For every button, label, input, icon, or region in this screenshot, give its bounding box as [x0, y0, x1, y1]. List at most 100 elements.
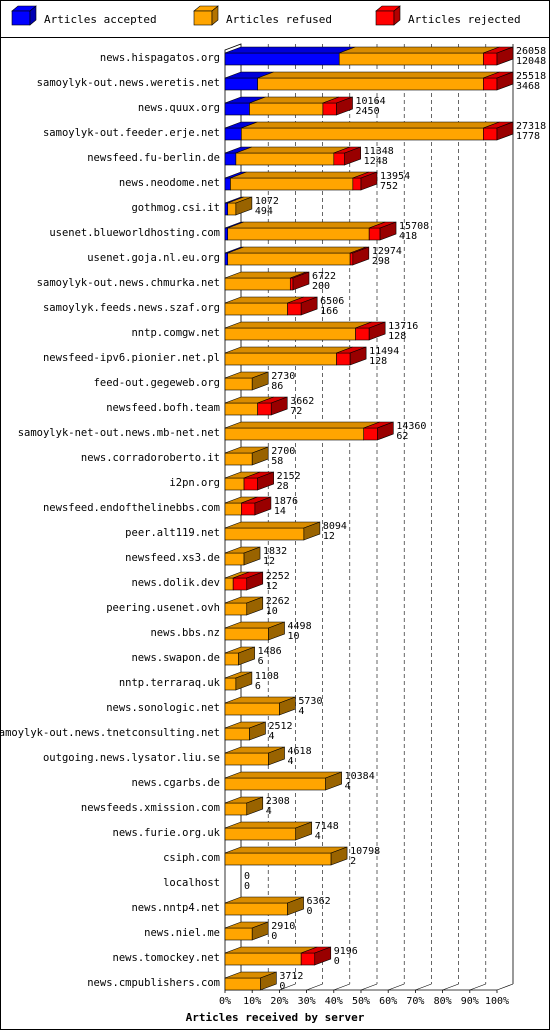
bar-side	[238, 646, 255, 666]
bar-segment-top	[241, 121, 500, 129]
rejected-articles-label: 58	[271, 456, 283, 467]
bar-segment-top	[227, 246, 367, 254]
bar-side	[246, 571, 264, 591]
server-label: usenet.goja.nl.eu.org	[87, 252, 220, 264]
rejected-articles-label: 4	[266, 806, 272, 817]
bar-side	[336, 96, 353, 116]
total-articles-label: 4618	[288, 746, 312, 757]
bar-segment	[230, 177, 354, 191]
server-label: samoylyk-out.news.chmurka.net	[37, 277, 220, 289]
bar-side	[330, 846, 348, 866]
bar-segment	[224, 452, 253, 466]
bar-segment	[224, 52, 340, 66]
bar-side	[251, 446, 269, 466]
x-axis-label: Articles received by server	[186, 1011, 365, 1024]
total-articles-label: 26058	[516, 46, 546, 57]
total-articles-label: 2262	[266, 596, 290, 607]
server-label: news.furie.org.uk	[113, 827, 221, 839]
total-articles-label: 12974	[372, 246, 402, 257]
bar-side	[235, 196, 253, 216]
rejected-articles-label: 4	[268, 731, 274, 742]
bar-side	[251, 371, 269, 391]
bar-segment	[227, 252, 351, 266]
bar-segment	[224, 127, 242, 141]
bar-segment	[257, 77, 484, 91]
legend-item: Articles refused	[193, 5, 332, 26]
total-articles-label: 1486	[258, 646, 282, 657]
rejected-articles-label: 62	[396, 431, 408, 442]
table-row: samoylyk-out.news.tnetconsulting.net 2512…	[0, 721, 293, 742]
floor-line	[388, 983, 405, 991]
server-label: newsfeeds.xmission.com	[81, 802, 220, 814]
rejected-articles-label: 298	[372, 256, 390, 267]
total-articles-label: 2512	[268, 721, 292, 732]
rejected-articles-label: 4	[315, 831, 321, 842]
rejected-articles-label: 0	[279, 981, 285, 992]
rejected-articles-label: 0	[244, 881, 250, 892]
bar-segment-top	[224, 421, 380, 429]
bar-segment-top	[224, 346, 353, 354]
bar-segment	[224, 602, 248, 616]
bar-side	[251, 921, 269, 941]
bar-segment	[224, 902, 288, 916]
bar-segment	[338, 52, 484, 66]
bar-segment	[368, 227, 381, 241]
floor-line	[306, 983, 323, 991]
total-articles-label: 1876	[274, 496, 298, 507]
bar-side	[352, 246, 370, 266]
x-tick-label: 20%	[270, 996, 288, 1007]
floor-line	[279, 983, 296, 991]
bar-segment	[232, 577, 248, 591]
bar-side	[295, 821, 313, 841]
bar-segment	[483, 52, 498, 66]
x-tick-label: 50%	[352, 996, 370, 1007]
bar-segment	[224, 152, 237, 166]
total-articles-label: 14360	[396, 421, 426, 432]
total-articles-label: 2152	[277, 471, 301, 482]
bar-segment-top	[224, 46, 356, 54]
total-articles-label: 2910	[271, 921, 295, 932]
total-articles-label: 4498	[288, 621, 312, 632]
x-tick-label: 80%	[434, 996, 452, 1007]
bar-side	[360, 171, 378, 191]
rejected-articles-label: 200	[312, 281, 330, 292]
bar-segment	[224, 227, 229, 241]
rejected-articles-label: 4	[288, 756, 294, 767]
server-label: newsfeed.fu-berlin.de	[87, 152, 220, 164]
bar-segment	[224, 927, 253, 941]
legend-item: Articles rejected	[375, 5, 521, 26]
bar-segment	[224, 827, 297, 841]
x-tick-label: 60%	[379, 996, 397, 1007]
total-articles-label: 15708	[399, 221, 429, 232]
total-articles-label: 6362	[307, 896, 331, 907]
rejected-articles-label: 12	[263, 556, 275, 567]
floor-line	[496, 983, 514, 991]
server-label: news.dolik.dev	[131, 577, 220, 589]
total-articles-label: 8094	[323, 521, 347, 532]
bar-side	[246, 596, 264, 616]
bar-segment-top	[235, 146, 350, 154]
total-articles-label: 2252	[266, 571, 290, 582]
rejected-articles-label: 418	[399, 231, 417, 242]
bar-segment	[224, 852, 332, 866]
bar-segment	[355, 327, 370, 341]
total-articles-label: 10164	[356, 96, 386, 107]
rejected-articles-label: 166	[320, 306, 338, 317]
total-articles-label: 0	[244, 871, 250, 882]
rejected-articles-label: 12	[266, 581, 278, 592]
rejected-articles-label: 72	[290, 406, 302, 417]
server-label: samoylyk.feeds.news.szaf.org	[43, 302, 220, 314]
total-articles-label: 25518	[516, 71, 546, 82]
